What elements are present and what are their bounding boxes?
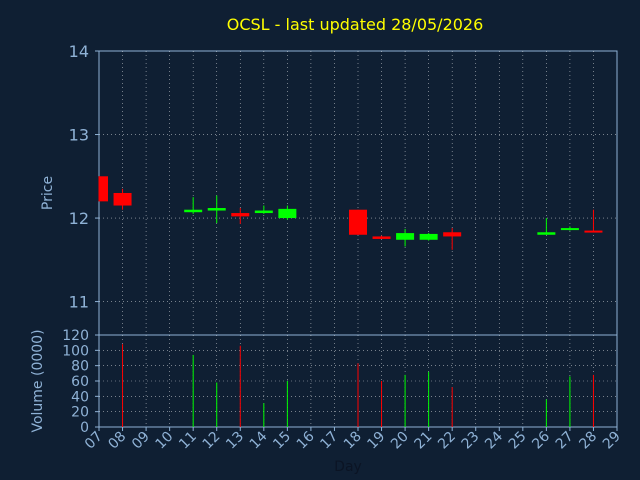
- x-tick-label: 13: [223, 429, 247, 453]
- candle-body: [443, 232, 462, 237]
- x-tick-label: 12: [200, 429, 224, 453]
- candle-body: [349, 209, 367, 235]
- x-tick-label: 26: [529, 428, 553, 452]
- candle-body: [584, 230, 603, 233]
- x-tick-label: 14: [247, 428, 271, 452]
- candle-body: [537, 232, 556, 235]
- volume-y-tick-label: 100: [62, 343, 89, 359]
- candle: [443, 228, 462, 250]
- x-tick-label: 09: [129, 429, 153, 453]
- x-tick-label: 17: [317, 429, 341, 453]
- x-axis-ticks: 07 08 09 10 11 12 13 14 15 16 17 18 19 20 21 22 23 24 25 26…: [82, 427, 624, 452]
- candle-body: [419, 233, 438, 240]
- x-tick-label: 11: [176, 429, 200, 453]
- x-tick-label: 08: [105, 429, 129, 453]
- candle-body: [99, 176, 108, 202]
- volume-bars: [122, 344, 594, 427]
- candle-body: [254, 210, 273, 214]
- x-tick-label: 28: [576, 429, 600, 453]
- candle: [396, 228, 415, 247]
- x-tick-label: 19: [364, 429, 388, 453]
- candle: [584, 209, 603, 233]
- candle-body: [560, 228, 579, 231]
- x-tick-label: 15: [270, 429, 294, 453]
- candle-body: [184, 209, 203, 213]
- candle: [278, 205, 297, 220]
- candle: [184, 197, 203, 214]
- x-tick-label: 16: [294, 428, 318, 452]
- price-axis-label: Price: [40, 176, 56, 210]
- price-grid: [99, 51, 617, 335]
- candle: [113, 188, 132, 210]
- volume-y-tick-label: 60: [71, 374, 89, 390]
- candle: [560, 226, 579, 231]
- chart-title: OCSL - last updated 28/05/2026: [227, 15, 484, 34]
- price-y-tick-label: 11: [69, 293, 89, 312]
- candle-body: [113, 193, 132, 206]
- candle-body: [372, 236, 391, 239]
- candle-body: [396, 233, 415, 240]
- candle: [372, 235, 391, 239]
- candle: [419, 233, 438, 241]
- volume-y-tick-label: 40: [71, 389, 89, 405]
- x-tick-label: 21: [412, 429, 436, 453]
- volume-y-tick-label: 120: [62, 328, 89, 344]
- candle: [98, 176, 108, 202]
- candle: [537, 218, 556, 235]
- candle: [231, 208, 250, 224]
- candle-body: [278, 208, 297, 219]
- volume-axis-label: Volume (0000): [30, 329, 46, 432]
- price-plot-frame: [98, 50, 618, 336]
- candles: [98, 176, 603, 250]
- x-tick-label: 23: [459, 429, 483, 453]
- volume-y-tick-label: 20: [71, 405, 89, 421]
- volume-y-tick-label: 80: [71, 359, 89, 375]
- x-tick-label: 24: [482, 428, 506, 452]
- x-tick-label: 18: [341, 429, 365, 453]
- candle: [207, 195, 226, 224]
- x-axis-label: Day: [334, 459, 362, 475]
- candle-body: [207, 208, 226, 211]
- x-tick-label: 10: [153, 429, 177, 453]
- price-y-tick-label: 14: [69, 42, 89, 61]
- candle-body: [231, 213, 250, 217]
- price-y-tick-label: 13: [69, 126, 89, 145]
- price-y-ticks: 11 12 13 14: [69, 42, 99, 312]
- x-tick-label: 20: [388, 429, 412, 453]
- volume-y-tick-label: 0: [80, 420, 89, 436]
- price-y-tick-label: 12: [69, 209, 89, 228]
- x-tick-label: 25: [506, 429, 530, 453]
- x-tick-label: 22: [435, 429, 459, 453]
- candle: [349, 209, 367, 235]
- candle: [254, 205, 273, 214]
- price-panel: 11 12 13 14 Price: [40, 42, 618, 336]
- x-tick-label: 29: [600, 429, 624, 453]
- x-tick-label: 27: [553, 429, 577, 453]
